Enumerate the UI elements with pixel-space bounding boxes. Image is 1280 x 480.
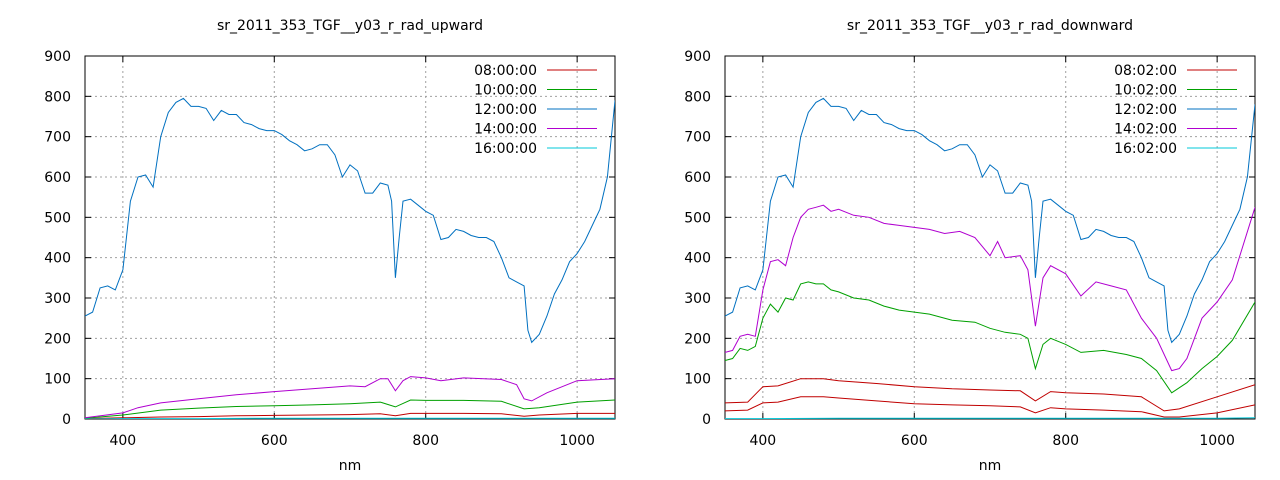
legend-label: 12:00:00	[474, 102, 537, 118]
legend-label: 14:00:00	[474, 122, 537, 138]
legend-label: 12:02:00	[1114, 102, 1177, 118]
y-tick-label: 600	[44, 170, 71, 186]
plot-frame	[84, 55, 616, 420]
plot-frame	[724, 55, 1256, 420]
x-tick-label: 400	[109, 433, 136, 449]
chart-title: sr_2011_353_TGF__y03_r_rad_downward	[847, 18, 1133, 34]
y-tick-label: 0	[62, 412, 71, 428]
legend-label: 08:02:00	[1114, 63, 1177, 79]
series-line-4	[725, 204, 1255, 372]
series-line-3	[725, 97, 1255, 344]
legend-label: 16:00:00	[474, 141, 537, 157]
y-tick-label: 400	[44, 251, 71, 267]
y-tick-label: 200	[44, 331, 71, 347]
legend-label: 10:00:00	[474, 83, 537, 99]
y-tick-label: 500	[44, 210, 71, 226]
y-tick-label: 700	[44, 130, 71, 146]
x-axis-label: nm	[979, 458, 1002, 474]
y-tick-label: 400	[684, 251, 711, 267]
legend-label: 10:02:00	[1114, 83, 1177, 99]
x-tick-label: 1000	[1199, 433, 1235, 449]
x-tick-label: 600	[261, 433, 288, 449]
y-tick-label: 100	[44, 372, 71, 388]
y-tick-label: 300	[44, 291, 71, 307]
x-tick-label: 800	[412, 433, 439, 449]
series-line-3	[85, 97, 615, 344]
x-tick-label: 400	[749, 433, 776, 449]
y-tick-label: 100	[684, 372, 711, 388]
series-line-5	[725, 417, 1255, 419]
legend-label: 16:02:00	[1114, 141, 1177, 157]
series-line-1	[725, 378, 1255, 412]
x-tick-label: 800	[1052, 433, 1079, 449]
x-tick-label: 1000	[559, 433, 595, 449]
legend-label: 14:02:00	[1114, 122, 1177, 138]
chart-title: sr_2011_353_TGF__y03_r_rad_upward	[217, 18, 483, 34]
series-line-2	[85, 399, 615, 419]
y-tick-label: 500	[684, 210, 711, 226]
y-tick-label: 700	[684, 130, 711, 146]
y-tick-label: 600	[684, 170, 711, 186]
y-tick-label: 800	[684, 89, 711, 105]
y-tick-label: 0	[702, 412, 711, 428]
series-line-4	[85, 376, 615, 419]
series-line-1	[85, 412, 615, 419]
y-tick-label: 200	[684, 331, 711, 347]
x-axis-label: nm	[339, 458, 362, 474]
y-tick-label: 800	[44, 89, 71, 105]
series-line-2	[725, 281, 1255, 394]
chart-panel-1: sr_2011_353_TGF__y03_r_rad_upward 400 600 8…	[44, 18, 616, 474]
y-tick-label: 900	[684, 49, 711, 65]
series-line-5	[85, 417, 615, 419]
x-tick-label: 600	[901, 433, 928, 449]
y-tick-label: 300	[684, 291, 711, 307]
chart-panel-2: sr_2011_353_TGF__y03_r_rad_downward 400 60…	[684, 18, 1256, 474]
series-line-extra	[725, 396, 1255, 418]
legend-label: 08:00:00	[474, 63, 537, 79]
y-tick-label: 900	[44, 49, 71, 65]
